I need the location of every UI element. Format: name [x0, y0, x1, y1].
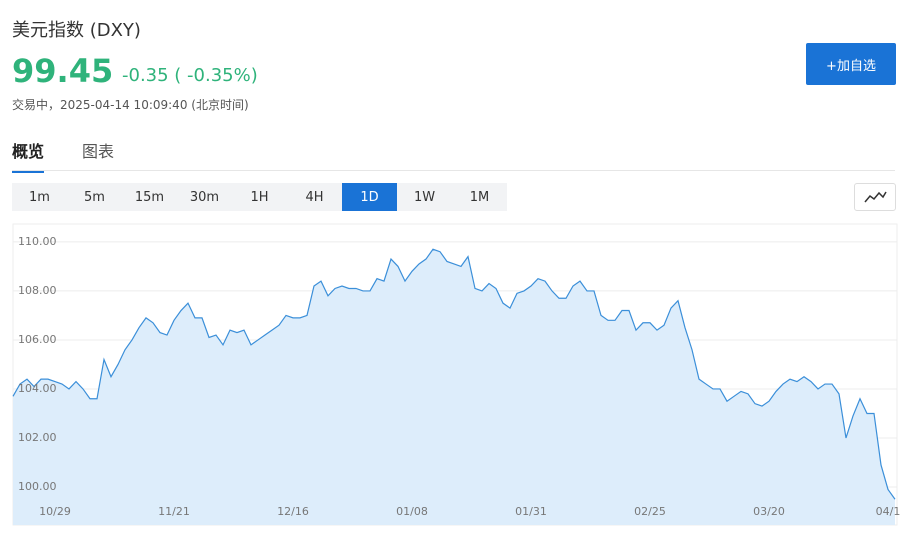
add-watchlist-button[interactable]: +加自选 [806, 43, 896, 85]
tabs: 概览 图表 [12, 138, 114, 173]
period-selector: 1m 5m 15m 30m 1H 4H 1D 1W 1M [12, 183, 507, 211]
period-button[interactable]: 5m [84, 189, 105, 205]
x-tick-label: 11/21 [158, 505, 190, 518]
period-button[interactable]: 1W [413, 189, 436, 205]
chart-style-button[interactable] [854, 183, 896, 211]
x-tick-label: 10/29 [39, 505, 71, 518]
period-button[interactable]: 1D [342, 183, 397, 211]
x-tick-label: 04/1 [876, 505, 901, 518]
y-tick-label: 110.00 [18, 235, 57, 248]
period-button[interactable]: 30m [189, 189, 220, 205]
period-button[interactable]: 15m [134, 189, 165, 205]
y-tick-label: 108.00 [18, 284, 57, 297]
tab[interactable]: 概览 [12, 138, 45, 173]
line-icon [864, 191, 887, 203]
y-tick-label: 104.00 [18, 382, 57, 395]
x-tick-label: 01/31 [515, 505, 547, 518]
status: 交易中，2025-04-14 10:09:40 (北京时间) [12, 98, 249, 112]
period-button[interactable]: 1m [29, 189, 50, 205]
y-tick-label: 100.00 [18, 480, 57, 493]
period-button[interactable]: 1M [469, 189, 490, 205]
title: 美元指数 (DXY) [12, 20, 141, 41]
tab[interactable]: 图表 [82, 142, 115, 161]
change: -0.35 ( -0.35%) [122, 65, 258, 86]
x-tick-label: 03/20 [753, 505, 785, 518]
period-button[interactable]: 1H [250, 189, 269, 205]
x-tick-label: 12/16 [277, 505, 309, 518]
divider [12, 170, 895, 171]
y-tick-label: 102.00 [18, 431, 57, 444]
price-line [12, 248, 896, 500]
area-fill [13, 249, 895, 525]
x-tick-label: 02/25 [634, 505, 666, 518]
price: 99.45 [12, 52, 114, 90]
x-tick-label: 01/08 [396, 505, 428, 518]
y-tick-label: 106.00 [18, 333, 57, 346]
period-button[interactable]: 4H [305, 189, 324, 205]
